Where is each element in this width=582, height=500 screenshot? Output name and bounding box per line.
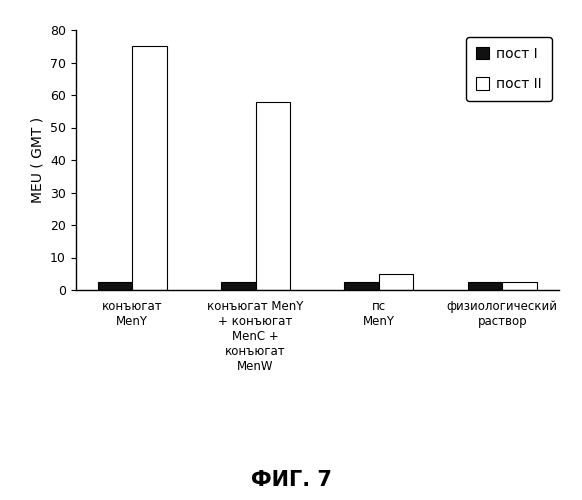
Bar [98, 282, 132, 290]
Y-axis label: MEU ( GMT ): MEU ( GMT ) [30, 117, 44, 203]
Bar [379, 274, 413, 290]
Bar [132, 46, 166, 290]
Bar [345, 282, 379, 290]
Bar [255, 102, 290, 290]
Bar [468, 282, 502, 290]
Legend: пост I, пост II: пост I, пост II [466, 37, 552, 101]
Bar [221, 282, 255, 290]
Bar [502, 282, 537, 290]
Text: ФИГ. 7: ФИГ. 7 [251, 470, 331, 490]
